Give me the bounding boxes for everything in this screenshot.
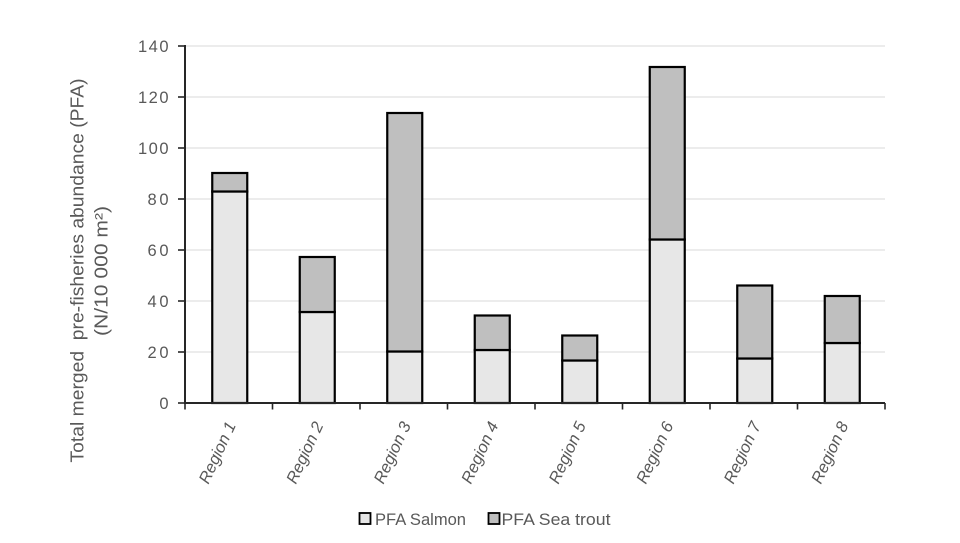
svg-text:PFA Salmon: PFA Salmon <box>375 510 466 529</box>
svg-text:140: 140 <box>138 38 169 56</box>
svg-text:0: 0 <box>159 395 168 413</box>
svg-text:120: 120 <box>138 89 169 107</box>
svg-text:Total merged pre-fisheries ab: Total merged pre-fisheries abundance (PF… <box>68 79 88 463</box>
svg-text:100: 100 <box>138 140 169 158</box>
svg-text:PFA Sea trout: PFA Sea trout <box>502 510 611 529</box>
svg-text:(N/10 000 m²): (N/10 000 m²) <box>92 206 112 336</box>
